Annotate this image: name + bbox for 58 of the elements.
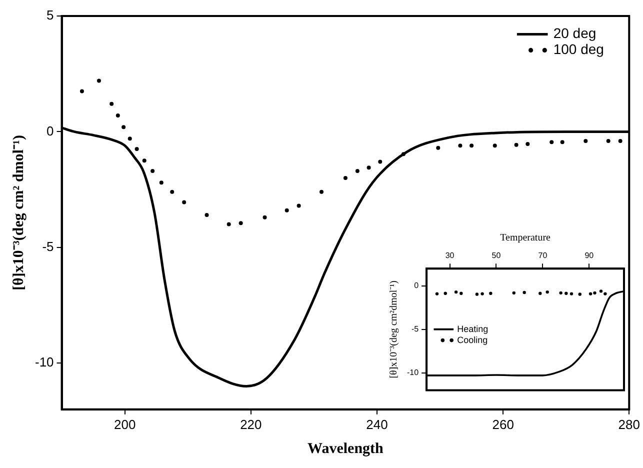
point — [226, 222, 231, 226]
point — [110, 102, 114, 106]
point — [284, 208, 289, 212]
legend-label: Cooling — [457, 334, 488, 345]
point — [122, 125, 126, 130]
y-axis-title: [θ]x10⁻³(deg cm²dmol⁻¹) — [388, 280, 400, 378]
y-tick-label: -5 — [42, 238, 54, 254]
x-tick-label: 70 — [538, 251, 548, 260]
point — [182, 200, 186, 204]
x-tick-label: 50 — [492, 251, 502, 260]
point — [170, 190, 174, 194]
point — [128, 136, 132, 141]
x-tick-label: 240 — [366, 416, 388, 432]
point — [320, 190, 324, 194]
y-tick-label: -10 — [407, 368, 420, 378]
y-tick-label: -10 — [34, 354, 54, 370]
x-tick-label: 260 — [492, 416, 514, 432]
point — [116, 114, 120, 118]
point — [343, 176, 348, 180]
y-tick-label: 0 — [414, 281, 420, 290]
x-tick-label: 200 — [114, 416, 136, 432]
point — [618, 138, 622, 143]
point — [80, 89, 84, 94]
x-tick-label: 220 — [240, 416, 262, 432]
point — [526, 142, 530, 146]
point — [262, 215, 267, 220]
point — [366, 166, 371, 170]
y-axis-title: [θ]x10⁻³(deg cm² dmol⁻¹) — [10, 134, 27, 290]
point — [550, 140, 554, 144]
point — [134, 147, 139, 152]
legend-label: 100 deg — [553, 41, 604, 58]
point — [436, 146, 440, 150]
point — [514, 142, 518, 147]
y-tick-label: 5 — [46, 8, 54, 23]
point — [204, 213, 209, 218]
point — [492, 144, 497, 148]
point — [458, 144, 462, 148]
point — [584, 138, 588, 143]
point — [470, 144, 474, 148]
point — [238, 221, 243, 226]
point — [560, 140, 564, 144]
x-axis-title: Wavelength — [308, 440, 384, 457]
y-tick-label: -5 — [411, 324, 420, 334]
x-tick-label: 30 — [445, 251, 455, 260]
point — [296, 204, 301, 208]
y-tick-label: 0 — [46, 123, 54, 138]
legend-label: 20 deg — [553, 25, 596, 42]
x-tick-label: 90 — [584, 251, 594, 260]
point — [150, 169, 155, 174]
point — [606, 138, 610, 143]
point — [355, 169, 360, 174]
x-tick-label: 280 — [618, 416, 640, 432]
point — [159, 180, 164, 185]
point — [142, 158, 146, 163]
point — [378, 160, 382, 164]
x-axis-title: Temperature — [500, 232, 552, 244]
point — [96, 78, 101, 83]
legend-label: Heating — [457, 324, 488, 334]
